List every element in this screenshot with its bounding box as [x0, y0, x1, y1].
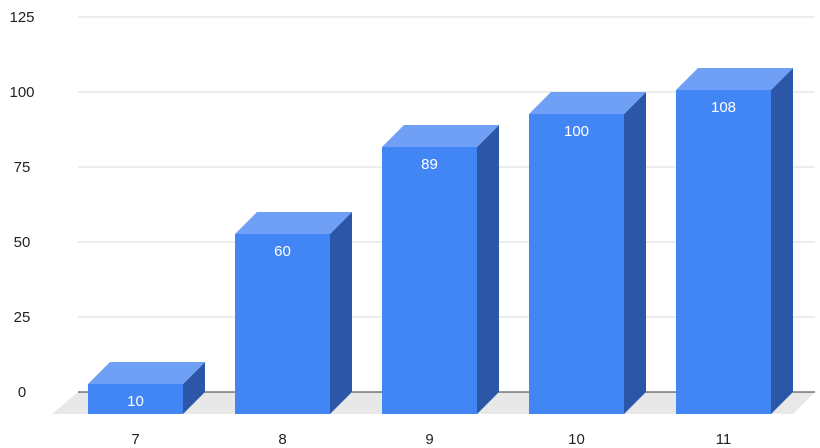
y-tick-label: 100	[9, 84, 34, 101]
bar-side-face	[624, 92, 646, 414]
bar-top-face	[676, 68, 793, 90]
x-tick-label: 9	[425, 431, 433, 448]
bar: 100	[529, 92, 646, 414]
x-tick-label: 8	[278, 431, 286, 448]
bar-side-face	[330, 212, 352, 414]
y-tick-label: 0	[18, 384, 26, 401]
data-label: 108	[711, 99, 736, 116]
x-tick-label: 11	[716, 431, 732, 448]
bar-side-face	[183, 362, 205, 414]
bar-top-face	[529, 92, 646, 114]
data-label: 89	[421, 156, 438, 173]
x-axis-ticks: 7 8 9 10 11	[131, 431, 731, 448]
y-tick-label: 50	[14, 234, 31, 251]
bar: 89	[382, 125, 499, 414]
y-tick-label: 25	[14, 309, 31, 326]
bar-front-face	[382, 147, 477, 414]
bar: 60	[235, 212, 352, 414]
bar-front-face	[88, 384, 183, 414]
bar-side-face	[771, 68, 793, 414]
y-tick-label: 125	[9, 9, 34, 26]
data-label: 60	[274, 243, 291, 260]
bar-front-face	[676, 90, 771, 414]
bar-top-face	[88, 362, 205, 384]
x-tick-label: 10	[568, 431, 585, 448]
bars: 10 60 89 100 108	[88, 68, 793, 414]
bar: 10	[88, 362, 205, 414]
data-label: 100	[564, 123, 589, 140]
data-label: 10	[127, 393, 144, 410]
bar-side-face	[477, 125, 499, 414]
bar-top-face	[235, 212, 352, 234]
bar-front-face	[235, 234, 330, 414]
y-tick-label: 75	[14, 159, 31, 176]
y-axis-ticks: 0 25 50 75 100 125	[9, 9, 34, 401]
bar-top-face	[382, 125, 499, 147]
x-tick-label: 7	[131, 431, 139, 448]
bar: 108	[676, 68, 793, 414]
bar-front-face	[529, 114, 624, 414]
